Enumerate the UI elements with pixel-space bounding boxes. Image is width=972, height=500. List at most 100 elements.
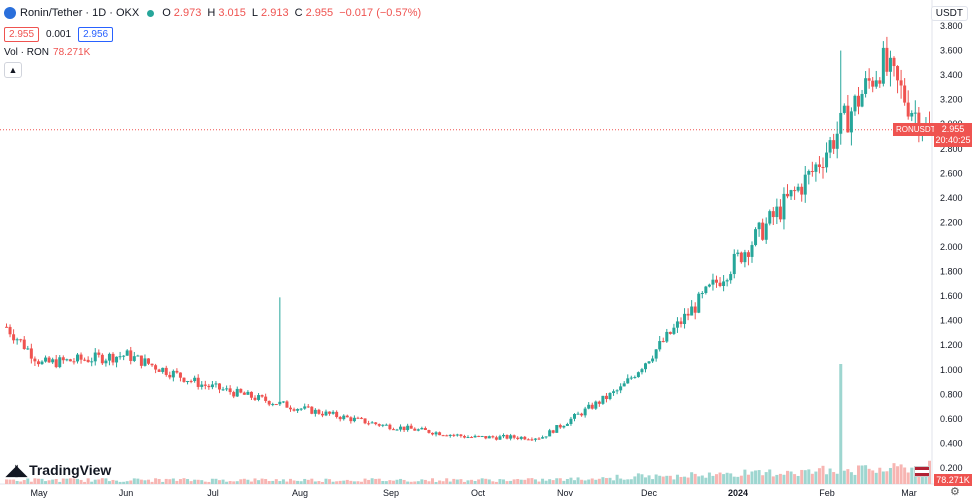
x-tick-label: Jun [119,488,134,498]
candle-body [633,377,637,379]
volume-bar [164,478,168,484]
volume-bar [367,479,371,484]
volume-bar [867,468,871,484]
volume-bar [597,478,601,484]
candle-body [569,418,573,425]
volume-bar [154,478,158,484]
candle-body [409,425,413,429]
volume-bar [79,479,83,484]
volume-bar [533,479,537,484]
candle-body [189,381,193,383]
candle-body [793,190,797,192]
currency-button[interactable]: USDT [930,6,968,21]
volume-bar [5,479,8,484]
volume-bar [221,479,225,484]
candle-body [36,361,40,365]
candle-body [19,339,23,341]
candle-body [399,426,403,430]
symbol-title[interactable]: Ronin/Tether · 1D · OKX [20,7,140,19]
candle-body [800,186,804,195]
volume-bar [732,476,736,484]
candle-body [594,401,598,409]
candle-body [129,350,133,361]
candle-body [530,439,534,441]
volume-bar [832,472,836,484]
settings-gear-icon[interactable]: ⚙ [950,486,960,498]
candle-body [86,359,90,363]
candle-body [544,436,548,438]
volume-bar [750,471,754,484]
candle-body [665,331,669,342]
volume-bar [551,480,555,484]
volume-bar [707,472,711,484]
candle-body [427,430,431,433]
collapse-legend-button[interactable]: ▲ [4,62,22,78]
volume-bar [349,480,353,484]
bar-countdown: 20:40:25 [935,135,971,145]
candle-body [764,223,768,240]
volume-bar [182,478,186,484]
volume-bar [803,470,807,484]
candle-body [54,359,58,368]
volume-bar [150,481,154,484]
candle-body [388,424,392,430]
volume-bar [590,478,594,484]
tradingview-logo[interactable]: ◢◣ TradingView [6,462,112,479]
volume-bar [672,479,676,484]
volume-bar [40,478,44,484]
volume-bar [257,480,261,484]
candle-body [22,339,26,349]
candle-body [97,352,101,355]
volume-bar [608,477,612,484]
volume-bar [629,479,633,484]
candle-body [196,377,200,387]
volume-bar [8,479,12,484]
candle-body [207,385,211,388]
volume-bar [186,479,190,484]
candle-body [729,274,733,281]
volume-bar [384,481,388,484]
candle-body [615,390,619,392]
candle-body [317,409,321,414]
candle-body [814,164,818,172]
candle-body [182,377,186,382]
y-tick-label: 2.800 [940,144,963,154]
volume-label: Vol · RON [4,47,50,58]
volume-bar [200,480,204,484]
volume-bar [888,467,892,484]
candle-body [878,80,882,84]
volume-bar [363,478,367,484]
volume-bar [729,473,733,484]
volume-bar [700,475,704,484]
candle-body [832,140,836,149]
candle-body [846,105,850,133]
volume-bar [72,478,76,484]
volume-bar [83,481,87,484]
candle-body [778,206,782,220]
volume-bar [246,479,250,484]
volume-bar [544,480,548,484]
candle-body [61,357,65,361]
volume-bar [477,479,481,484]
volume-bar [498,479,502,484]
candle-body [913,112,917,114]
candle-body [118,356,122,358]
candle-body [750,245,754,257]
volume-bar [402,479,406,484]
sell-price-button[interactable]: 2.955 [4,26,40,42]
volume-bar [768,469,772,484]
candle-body [15,339,19,341]
candle-body [849,111,853,133]
volume-bar [480,478,484,484]
buy-price-button[interactable]: 2.956 [78,26,114,42]
volume-bar [278,481,282,484]
candle-body [111,353,115,363]
candle-body [459,434,463,437]
volume-bar [313,481,317,484]
candle-body [246,391,250,395]
y-tick-label: 0.600 [940,414,963,424]
volume-bar [494,481,498,484]
volume-bar [58,481,62,484]
